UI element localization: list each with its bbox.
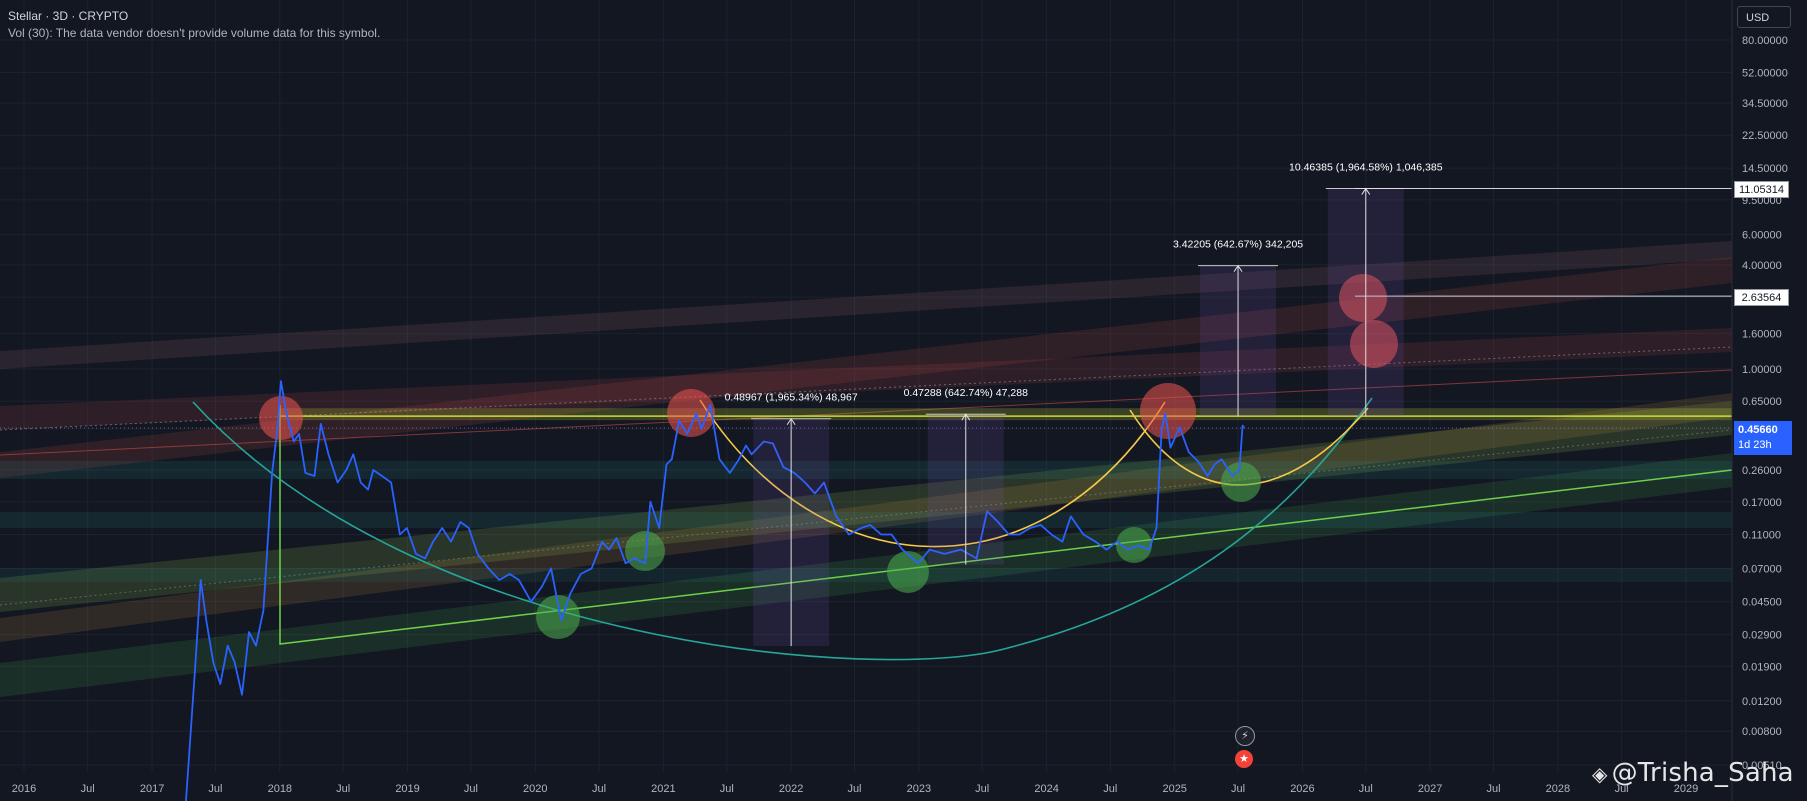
currency-button[interactable]: USD [1737, 6, 1791, 28]
x-tick-label: Jul [464, 783, 478, 795]
last-price-label: 0.45660 1d 23h [1734, 421, 1792, 455]
dotted-midline [0, 346, 1733, 431]
x-tick-label: 2023 [907, 783, 931, 795]
symbol-legend: Stellar · 3D · CRYPTO Vol (30): The data… [8, 8, 380, 42]
resistance-circle [1339, 274, 1387, 322]
us-flag-event-icon[interactable]: ★ [1235, 750, 1253, 768]
y-tick-label: 1.60000 [1742, 329, 1782, 341]
x-tick-label: 2016 [12, 783, 36, 795]
teal-zone-bottom [0, 568, 1732, 582]
x-tick-label: 2022 [779, 783, 803, 795]
time-axis: 2016 Jul 2017 Jul 2018 Jul 2019 Jul 2020 Jul 2021 J… [12, 783, 1698, 795]
y-tick-label: 0.11000 [1742, 530, 1781, 542]
y-tick-label: 34.50000 [1742, 98, 1788, 110]
chart-drawings [192, 188, 1733, 661]
y-tick-label: 6.00000 [1742, 229, 1782, 241]
y-tick-label: 0.00800 [1742, 726, 1782, 738]
measure-label: 10.46385 (1,964.58%) 1,046,385 [1289, 162, 1443, 174]
y-tick-label: 52.00000 [1742, 67, 1788, 79]
x-tick-label: 2021 [651, 783, 675, 795]
teal-zone-low [0, 512, 1732, 528]
resistance-zone [280, 408, 1732, 421]
lightning-event-icon[interactable]: ⚡ [1235, 726, 1255, 746]
x-tick-label: Jul [592, 783, 606, 795]
teal-zone-mid [0, 461, 1732, 479]
cup-curve-left [699, 399, 1166, 548]
x-tick-label: Jul [720, 783, 734, 795]
y-tick-label: 0.17000 [1742, 497, 1782, 509]
red-trendline [0, 369, 1733, 456]
measure-label: 0.47288 (642.74%) 47,288 [904, 387, 1029, 399]
x-tick-label: Jul [208, 783, 222, 795]
y-tick-label: 80.00000 [1742, 35, 1788, 47]
support-circle [536, 595, 580, 639]
x-tick-label: Jul [1615, 783, 1629, 795]
x-tick-label: 2017 [140, 783, 164, 795]
x-tick-label: Jul [1231, 783, 1245, 795]
price-axis-bg [1732, 0, 1807, 801]
channel-bands [0, 241, 1733, 697]
x-tick-label: Jul [81, 783, 95, 795]
x-tick-label: 2018 [268, 783, 292, 795]
y-tick-label: 0.01900 [1742, 661, 1782, 673]
red-band-b [0, 328, 1732, 430]
green-band-upper [0, 401, 1732, 612]
y-tick-label: 14.50000 [1742, 163, 1788, 175]
symbol-title: Stellar · 3D · CRYPTO [8, 9, 129, 23]
measure-label: 0.48967 (1,965.34%) 48,967 [725, 392, 858, 404]
resistance-circle [1350, 320, 1398, 368]
x-tick-label: 2029 [1674, 783, 1698, 795]
bar-countdown: 1d 23h [1738, 439, 1772, 451]
y-tick-label: 22.50000 [1742, 130, 1788, 142]
x-tick-label: 2024 [1034, 783, 1058, 795]
y-tick-label: 4.00000 [1742, 260, 1782, 272]
price-line-series[interactable] [184, 380, 1245, 801]
price-series-layer [184, 380, 1245, 801]
x-tick-label: 2025 [1162, 783, 1186, 795]
x-tick-label: Jul [975, 783, 989, 795]
last-price-value: 0.45660 [1738, 424, 1778, 436]
x-tick-label: Jul [1103, 783, 1117, 795]
volume-note: Vol (30): The data vendor doesn't provid… [8, 26, 381, 40]
y-tick-label: 0.00510 [1742, 760, 1782, 772]
author-watermark: ◈ @Trisha_Saha [1592, 758, 1794, 788]
x-tick-label: 2019 [395, 783, 419, 795]
support-trendline [279, 405, 1733, 645]
big-cup-curve [192, 397, 1373, 661]
y-tick-label: 0.02900 [1742, 630, 1782, 642]
x-tick-label: 2028 [1546, 783, 1570, 795]
y-tick-label: 1.00000 [1742, 364, 1782, 376]
x-tick-label: 2027 [1418, 783, 1442, 795]
dotted-lowline [0, 429, 1733, 606]
measure-annotations: 0.48967 (1,965.34%) 48,967 0.47288 (642.7… [725, 162, 1443, 647]
y-tick-label: 0.04500 [1742, 597, 1782, 609]
resistance-circle [1140, 383, 1196, 439]
x-tick-label: Jul [1359, 783, 1373, 795]
x-tick-label: 2026 [1290, 783, 1314, 795]
y-tick-label: 0.07000 [1742, 563, 1782, 575]
target-top-price-label: 11.05314 [1734, 181, 1789, 198]
resistance-circle [259, 396, 303, 440]
price-axis: 80.00000 52.00000 34.50000 22.50000 14.50000… [1731, 0, 1807, 801]
watermark-text: @Trisha_Saha [1611, 758, 1794, 788]
y-tick-label: 0.26000 [1742, 465, 1782, 477]
red-band-c [0, 241, 1732, 369]
measure-label: 3.42205 (642.67%) 342,205 [1173, 239, 1303, 251]
support-circle [887, 551, 929, 593]
x-tick-label: Jul [336, 783, 350, 795]
green-band-lower [0, 453, 1732, 697]
y-tick-label: 0.01200 [1742, 696, 1782, 708]
target-mid-price-label: 2.63564 [1734, 289, 1789, 306]
red-band-a [0, 257, 1732, 478]
broadcast-icon: ◈ [1592, 762, 1608, 786]
support-circle [1221, 462, 1261, 502]
y-tick-label: 0.65000 [1742, 396, 1782, 408]
x-tick-label: Jul [1486, 783, 1500, 795]
support-circle [1116, 527, 1152, 563]
support-circle [625, 531, 665, 571]
x-tick-label: Jul [847, 783, 861, 795]
x-tick-label: 2020 [523, 783, 547, 795]
